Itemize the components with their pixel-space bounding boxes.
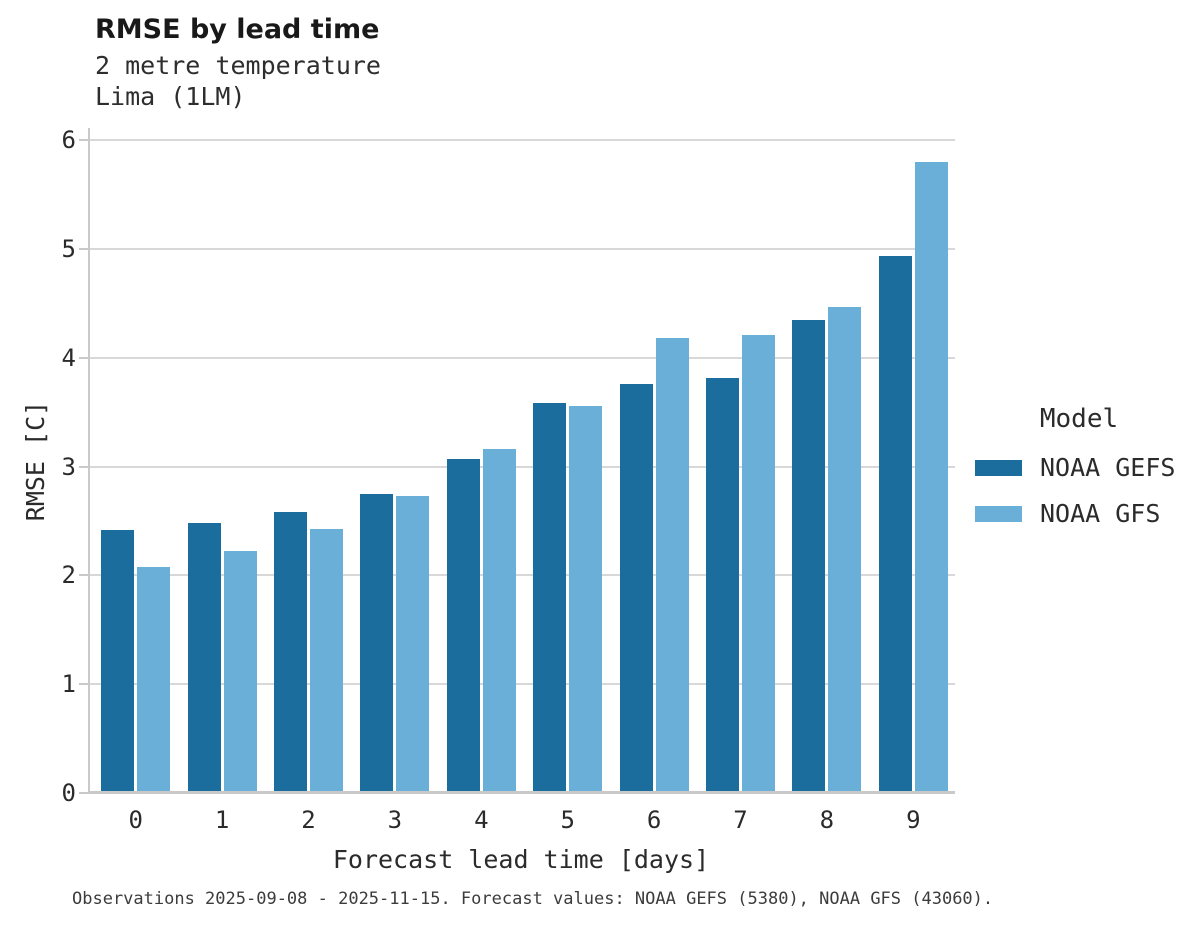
x-tick-label-4: 4: [474, 806, 489, 834]
legend-label-noaa-gefs: NOAA GEFS: [1040, 453, 1176, 482]
gridline-y-6: [88, 139, 955, 141]
y-tick-label-2: 2: [61, 561, 76, 590]
x-axis-line: [88, 791, 955, 794]
bar-noaa-gfs-lead-9: [915, 162, 948, 793]
gridline-y-5: [88, 247, 955, 250]
chart-title: RMSE by lead time: [95, 14, 380, 45]
bar-noaa-gfs-lead-6: [656, 338, 689, 793]
y-tick-label-3: 3: [61, 452, 76, 481]
bar-noaa-gefs-lead-9: [879, 256, 912, 793]
bar-noaa-gfs-lead-1: [224, 551, 257, 793]
y-tick-mark-5: [79, 247, 88, 250]
x-tick-label-8: 8: [819, 806, 835, 834]
legend-item-noaa-gefs: NOAA GEFS: [968, 453, 1190, 482]
x-tick-label-6: 6: [646, 806, 662, 834]
legend-item-noaa-gfs: NOAA GFS: [968, 499, 1190, 528]
bar-noaa-gefs-lead-1: [188, 523, 221, 793]
bar-noaa-gfs-lead-2: [310, 529, 343, 793]
x-tick-label-7: 7: [733, 806, 748, 834]
legend: Model NOAA GEFS NOAA GFS: [968, 402, 1190, 528]
legend-swatch-noaa-gfs: [975, 505, 1022, 522]
y-tick-mark-6: [79, 139, 88, 141]
x-tick-label-5: 5: [560, 806, 575, 834]
legend-label-noaa-gfs: NOAA GFS: [1040, 499, 1161, 528]
bar-noaa-gefs-lead-8: [792, 320, 825, 793]
chart-subtitle-station: Lima (1LM): [95, 82, 246, 111]
legend-swatch-noaa-gefs: [975, 459, 1022, 476]
gridline-y-4: [88, 356, 955, 359]
bar-noaa-gfs-lead-7: [742, 335, 775, 793]
plot-area: [88, 128, 955, 794]
bar-noaa-gefs-lead-3: [360, 494, 393, 793]
bar-noaa-gfs-lead-3: [396, 496, 429, 793]
bar-noaa-gfs-lead-0: [137, 567, 170, 793]
gridline-y-3: [88, 465, 955, 468]
y-axis-line: [88, 128, 90, 793]
x-tick-label-1: 1: [214, 806, 230, 834]
legend-title: Model: [1039, 404, 1119, 434]
bar-noaa-gfs-lead-5: [569, 406, 602, 793]
gridline-y-2: [88, 574, 955, 577]
x-tick-label-2: 2: [301, 806, 316, 834]
x-axis-label: Forecast lead time [days]: [332, 845, 710, 874]
x-tick-label-3: 3: [387, 806, 403, 834]
bar-noaa-gefs-lead-4: [447, 459, 480, 793]
y-tick-mark-2: [79, 574, 88, 577]
bar-noaa-gefs-lead-6: [620, 384, 653, 793]
y-tick-mark-0: [79, 792, 88, 794]
x-tick-label-9: 9: [906, 806, 921, 834]
gridline-y-1: [88, 683, 955, 686]
y-tick-mark-4: [79, 356, 88, 359]
bar-noaa-gefs-lead-2: [274, 512, 307, 793]
y-tick-label-5: 5: [61, 234, 76, 263]
bar-noaa-gfs-lead-4: [483, 449, 516, 793]
y-tick-label-1: 1: [61, 670, 76, 699]
bar-noaa-gfs-lead-8: [828, 307, 861, 793]
y-tick-mark-1: [79, 683, 88, 686]
y-tick-label-6: 6: [61, 126, 76, 154]
x-tick-label-0: 0: [128, 806, 143, 834]
caption: Observations 2025-09-08 - 2025-11-15. Fo…: [72, 889, 994, 909]
bar-noaa-gefs-lead-7: [706, 378, 739, 793]
chart-subtitle-variable: 2 metre temperature: [95, 51, 381, 80]
y-tick-mark-3: [79, 465, 88, 468]
y-tick-label-0: 0: [61, 779, 76, 807]
bar-noaa-gefs-lead-5: [533, 403, 566, 793]
legend-items: NOAA GEFS NOAA GFS: [968, 453, 1190, 528]
y-tick-label-4: 4: [61, 343, 76, 372]
bar-noaa-gefs-lead-0: [101, 530, 134, 793]
